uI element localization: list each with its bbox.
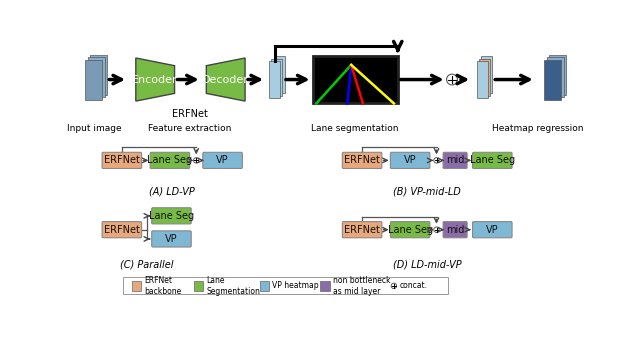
Text: Lane Seg: Lane Seg [147,155,193,166]
Text: Input image: Input image [67,124,121,133]
FancyBboxPatch shape [472,152,512,169]
Bar [320,281,330,290]
Text: VP heatmap: VP heatmap [272,281,319,290]
Polygon shape [544,60,561,100]
FancyBboxPatch shape [102,152,141,169]
Bar [260,281,269,290]
FancyBboxPatch shape [390,152,430,169]
Text: ERFNet: ERFNet [172,109,208,119]
Bar [312,56,397,103]
FancyBboxPatch shape [123,277,448,294]
FancyBboxPatch shape [342,152,382,169]
Text: VP: VP [486,225,499,235]
Text: Lane
Segmentation: Lane Segmentation [206,276,260,296]
FancyBboxPatch shape [152,208,191,224]
Text: Feature extraction: Feature extraction [148,124,232,133]
Bar [479,59,490,96]
FancyBboxPatch shape [150,152,189,169]
FancyBboxPatch shape [472,222,512,238]
Text: non bottleneck
as mid layer: non bottleneck as mid layer [333,276,390,296]
Polygon shape [547,57,564,97]
Circle shape [391,283,397,289]
Polygon shape [90,55,107,95]
Text: (C) Parallel: (C) Parallel [120,259,173,269]
Text: ERFNet: ERFNet [104,155,140,166]
Bar [274,56,285,93]
Polygon shape [88,57,105,97]
FancyBboxPatch shape [443,152,467,169]
Polygon shape [85,60,102,100]
Text: VP: VP [404,155,417,166]
Bar [477,61,488,98]
Bar [481,56,492,93]
Text: (A) LD-VP: (A) LD-VP [149,186,195,196]
Text: concat.: concat. [400,281,428,290]
Text: VP: VP [165,234,178,244]
Text: ERFNet: ERFNet [104,225,140,235]
FancyBboxPatch shape [102,222,141,238]
Polygon shape [136,58,175,101]
FancyBboxPatch shape [390,222,430,238]
Text: ERFNet: ERFNet [344,155,380,166]
FancyBboxPatch shape [342,222,382,238]
Text: Lane segmentation: Lane segmentation [312,124,399,133]
Text: (B) VP-mid-LD: (B) VP-mid-LD [394,186,461,196]
Text: Lane Seg: Lane Seg [388,225,433,235]
Text: ERFNet: ERFNet [344,225,380,235]
Bar [271,59,282,96]
Text: Lane Seg: Lane Seg [149,211,194,221]
Text: Heatmap regression: Heatmap regression [492,124,583,133]
Bar [269,61,280,98]
Bar [194,281,204,290]
Text: Decoder: Decoder [202,75,249,84]
FancyBboxPatch shape [443,222,467,238]
Polygon shape [206,58,245,101]
Text: mid: mid [446,155,464,166]
FancyBboxPatch shape [152,231,191,247]
FancyBboxPatch shape [203,152,243,169]
Circle shape [193,158,199,163]
Polygon shape [549,55,566,95]
Text: Lane Seg: Lane Seg [470,155,515,166]
Text: Encoder: Encoder [132,75,178,84]
Text: mid: mid [446,225,464,235]
Text: (D) LD-mid-VP: (D) LD-mid-VP [393,259,461,269]
Circle shape [434,158,439,163]
Text: VP: VP [216,155,229,166]
Text: ERFNet
backbone: ERFNet backbone [145,276,182,296]
Circle shape [434,227,439,232]
Circle shape [447,74,458,85]
Bar [132,281,141,290]
